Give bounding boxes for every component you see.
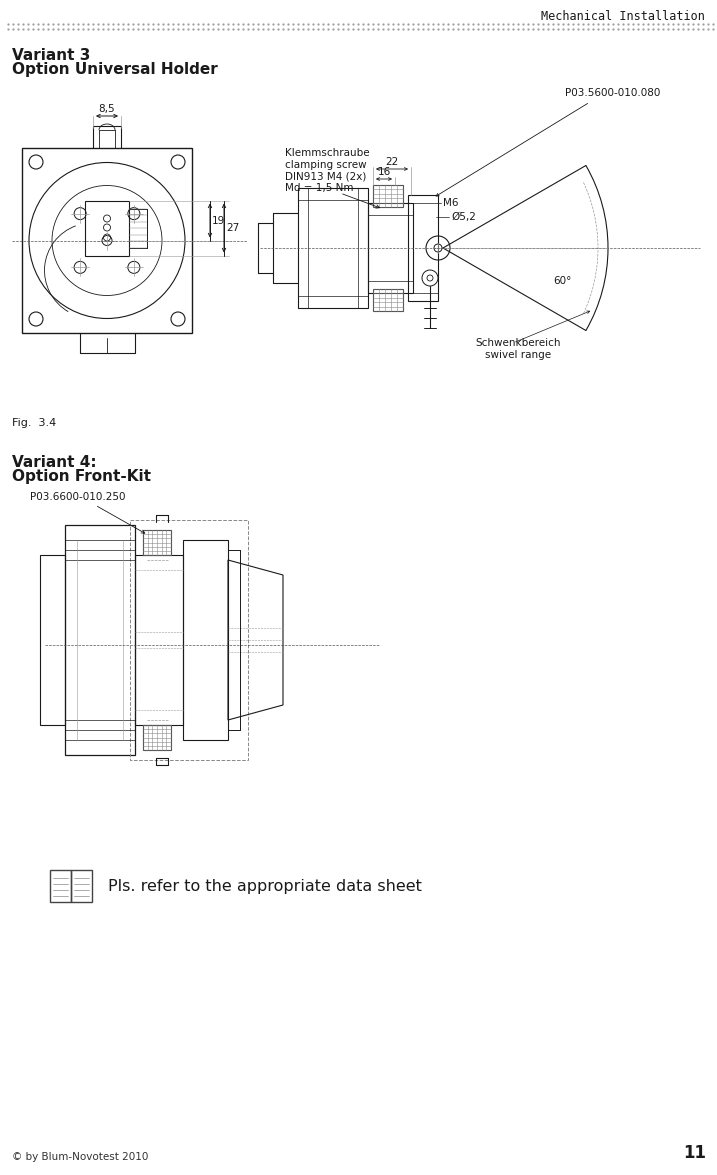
- Text: 16: 16: [377, 167, 391, 177]
- Bar: [143, 530, 171, 555]
- Bar: [65, 525, 135, 756]
- Text: 22: 22: [385, 157, 399, 167]
- Bar: [22, 148, 192, 333]
- Text: 27: 27: [226, 223, 239, 233]
- Bar: [50, 870, 71, 902]
- Bar: [40, 555, 65, 725]
- Bar: [135, 555, 183, 725]
- Text: Mechanical Installation: Mechanical Installation: [541, 11, 705, 24]
- Text: Option Universal Holder: Option Universal Holder: [12, 62, 218, 78]
- Text: 11: 11: [683, 1144, 706, 1162]
- Bar: [71, 870, 92, 902]
- Text: Pls. refer to the appropriate data sheet: Pls. refer to the appropriate data sheet: [108, 879, 422, 893]
- Text: P03.5600-010.080: P03.5600-010.080: [565, 88, 660, 98]
- Text: Klemmschraube
clamping screw
DIN913 M4 (2x)
Md = 1,5 Nm: Klemmschraube clamping screw DIN913 M4 (…: [285, 148, 370, 193]
- Bar: [130, 521, 248, 760]
- Text: Option Front-Kit: Option Front-Kit: [12, 469, 151, 484]
- Text: © by Blum-Novotest 2010: © by Blum-Novotest 2010: [12, 1152, 148, 1162]
- Bar: [368, 203, 413, 293]
- Text: Fig.  3.4: Fig. 3.4: [12, 418, 56, 428]
- Text: 60°: 60°: [553, 276, 571, 286]
- Bar: [373, 289, 403, 311]
- Bar: [298, 188, 368, 308]
- Text: Schwenkbereich
swivel range: Schwenkbereich swivel range: [475, 338, 561, 360]
- Text: Variant 3: Variant 3: [12, 48, 90, 63]
- Text: P03.6600-010.250: P03.6600-010.250: [30, 492, 125, 502]
- Text: 8,5: 8,5: [99, 105, 115, 114]
- Text: Ø5,2: Ø5,2: [451, 212, 476, 222]
- Text: M6: M6: [443, 199, 458, 208]
- Bar: [373, 184, 403, 207]
- Text: 19: 19: [212, 215, 225, 226]
- Bar: [85, 201, 129, 255]
- Text: Variant 4:: Variant 4:: [12, 455, 97, 470]
- Bar: [408, 195, 438, 301]
- Bar: [183, 540, 228, 740]
- Bar: [143, 725, 171, 750]
